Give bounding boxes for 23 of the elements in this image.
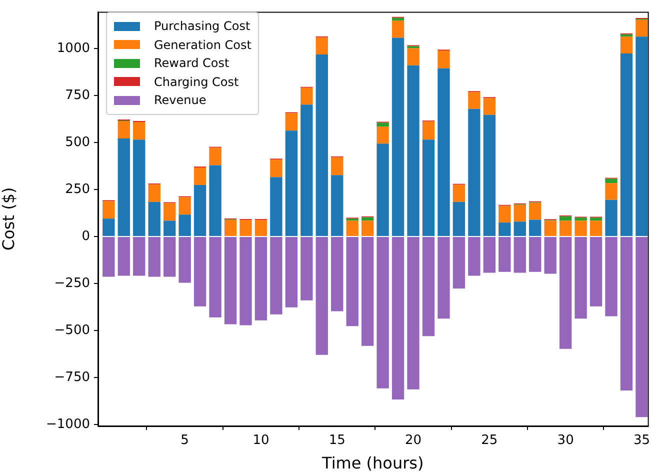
- legend-label: Reward Cost: [154, 56, 230, 70]
- x-tick-label: 15: [328, 433, 346, 448]
- legend-label: Revenue: [154, 93, 206, 108]
- y-tick-label: 500: [65, 134, 90, 150]
- y-tick-label: 0: [82, 228, 90, 244]
- y-tick-label: −500: [54, 322, 90, 338]
- x-tick-label: 5: [180, 433, 189, 448]
- legend-label: Generation Cost: [154, 38, 252, 52]
- x-tick-label: 20: [404, 433, 422, 448]
- y-tick-label: −250: [54, 276, 90, 291]
- x-tick-label: 10: [252, 433, 270, 448]
- y-axis-title: Cost ($): [0, 187, 18, 251]
- y-tick-label: −750: [54, 370, 90, 385]
- x-tick-label: 30: [557, 433, 574, 448]
- x-tick-label: 35: [633, 433, 650, 448]
- y-tick-label: 750: [65, 88, 90, 103]
- y-tick-label: 250: [65, 182, 90, 197]
- legend-label: Charging Cost: [154, 74, 239, 89]
- y-tick-label: 1000: [56, 40, 90, 56]
- x-axis-title: Time (hours): [321, 454, 424, 473]
- legend-label: Purchasing Cost: [154, 19, 250, 34]
- y-tick-label: −1000: [46, 416, 90, 432]
- x-tick-label: 25: [481, 433, 498, 448]
